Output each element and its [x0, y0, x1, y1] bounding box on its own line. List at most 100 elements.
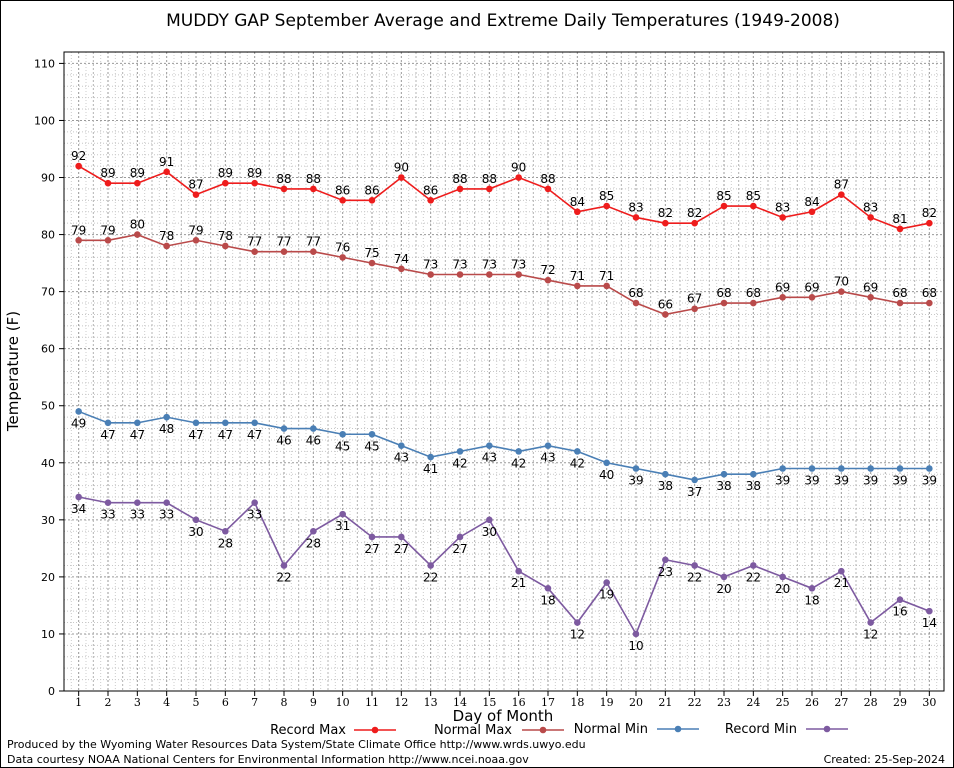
normal-max-point: [896, 299, 904, 307]
normal-min-data-label: 39: [892, 473, 907, 487]
normal-max-point: [750, 299, 757, 307]
normal-min-data-label: 37: [687, 485, 702, 499]
normal-max-point: [691, 305, 698, 313]
normal-min-data-label: 39: [804, 473, 819, 487]
x-tick-label: 25: [776, 696, 790, 709]
record-max-data-label: 89: [247, 166, 262, 180]
record-min-data-label: 33: [159, 508, 174, 522]
producer-credit: Produced by the Wyoming Water Resources …: [7, 738, 586, 751]
record-min-data-label: 27: [452, 542, 467, 556]
normal-min-point: [427, 453, 434, 461]
legend-marker-record-min: [823, 725, 831, 733]
record-max-point: [192, 191, 200, 198]
normal-min-data-label: 43: [394, 451, 409, 465]
normal-max-point: [427, 271, 434, 278]
record-max-point: [104, 179, 112, 187]
normal-max-point: [251, 248, 258, 255]
normal-min-point: [75, 408, 82, 415]
record-min-point: [222, 527, 229, 535]
record-max-point: [808, 208, 816, 216]
normal-max-data-label: 69: [804, 280, 819, 294]
normal-min-data-label: 38: [716, 479, 731, 493]
normal-max-data-label: 80: [130, 218, 145, 232]
normal-min-data-label: 39: [834, 473, 849, 487]
normal-min-data-label: 42: [511, 456, 526, 470]
normal-max-point: [456, 271, 464, 278]
y-tick-label: 30: [41, 514, 55, 527]
record-min-point: [867, 619, 874, 626]
x-tick-label: 29: [893, 696, 907, 709]
y-tick-label: 50: [41, 400, 55, 413]
record-max-data-label: 87: [834, 178, 849, 192]
record-min-data-label: 19: [599, 588, 614, 602]
record-max-data-label: 88: [540, 172, 555, 186]
normal-max-data-label: 74: [394, 252, 409, 266]
record-min-point: [632, 630, 640, 638]
normal-max-data-label: 75: [364, 246, 379, 260]
normal-min-data-label: 42: [570, 456, 585, 470]
normal-min-data-label: 46: [306, 434, 321, 448]
record-min-data-label: 28: [218, 536, 233, 550]
normal-max-point: [134, 231, 141, 238]
y-tick-label: 10: [41, 628, 55, 641]
record-max-series: 92 89 89 91 87 89 89 88 88 86 86 90 86 88 88 90 88 84 85 83…: [71, 149, 937, 233]
x-tick-label: 9: [310, 696, 317, 709]
record-min-data-label: 18: [804, 593, 819, 607]
legend: Record Max Normal Max Normal Min Record Min: [270, 722, 848, 738]
record-min-point: [134, 499, 141, 507]
normal-max-series: 79 79 80 78 79 78 77 77 77 76 75 74 73 73 73 73 72 71 71 68…: [71, 218, 937, 318]
record-max-point: [280, 185, 288, 193]
normal-max-point: [720, 299, 728, 307]
record-min-data-label: 27: [364, 542, 379, 556]
record-max-point: [75, 162, 82, 170]
record-min-data-label: 10: [628, 639, 643, 653]
normal-max-data-label: 73: [423, 258, 438, 272]
record-max-data-label: 87: [188, 178, 203, 192]
grid: [64, 52, 944, 691]
normal-min-data-label: 49: [71, 416, 86, 430]
normal-max-point: [632, 299, 640, 307]
x-tick-label: 1: [75, 696, 82, 709]
normal-min-point: [134, 419, 141, 427]
record-min-data-label: 20: [775, 582, 790, 596]
normal-max-point: [926, 299, 933, 307]
record-min-point: [104, 499, 112, 507]
record-max-point: [838, 191, 845, 198]
normal-min-data-label: 39: [628, 473, 643, 487]
normal-max-point: [544, 276, 552, 284]
normal-max-data-label: 72: [540, 263, 555, 277]
record-max-data-label: 91: [159, 155, 174, 169]
record-min-point: [544, 585, 552, 592]
record-min-point: [486, 516, 493, 524]
normal-max-point: [808, 294, 816, 301]
y-tick-label: 40: [41, 457, 55, 470]
record-max-point: [427, 197, 434, 204]
x-tick-label: 13: [424, 696, 438, 709]
normal-min-point: [515, 448, 522, 455]
record-min-point: [339, 510, 346, 518]
normal-max-data-label: 68: [716, 286, 731, 300]
record-max-point: [398, 174, 405, 181]
normal-max-data-label: 68: [628, 286, 643, 300]
normal-min-point: [896, 465, 904, 472]
record-max-data-label: 86: [423, 183, 438, 197]
normal-max-point: [222, 242, 229, 250]
plot-area: [63, 51, 945, 692]
record-min-point: [838, 567, 845, 575]
normal-min-point: [456, 448, 464, 455]
normal-min-point: [192, 419, 200, 427]
record-max-data-label: 85: [716, 189, 731, 203]
record-max-point: [456, 185, 464, 193]
record-max-point: [603, 202, 610, 210]
normal-min-data-label: 45: [364, 439, 379, 453]
record-min-point: [926, 607, 933, 615]
record-max-point: [867, 214, 874, 221]
record-min-data-label: 30: [482, 525, 497, 539]
normal-max-data-label: 73: [452, 258, 467, 272]
record-max-point: [544, 185, 552, 193]
normal-min-point: [398, 442, 405, 449]
normal-min-point: [486, 442, 493, 449]
normal-min-line: [78, 410, 930, 481]
x-axis-label: Day of Month: [453, 707, 554, 725]
